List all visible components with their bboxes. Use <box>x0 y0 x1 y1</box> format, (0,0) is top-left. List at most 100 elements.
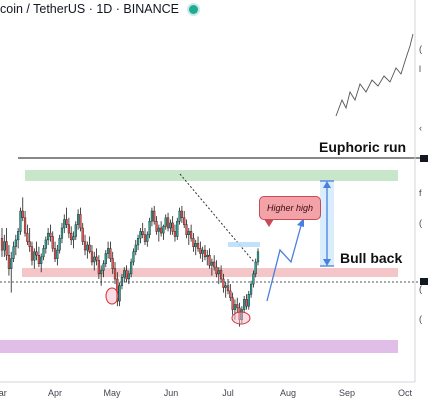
candle-body <box>44 239 47 249</box>
candle-body <box>180 210 183 219</box>
candle-body <box>183 217 186 225</box>
candle-body <box>33 251 36 261</box>
resistance-zone <box>25 170 398 181</box>
x-tick-label: Apr <box>48 388 62 398</box>
candle-body <box>21 210 24 219</box>
highlight-box <box>228 242 260 247</box>
x-tick-label: Jun <box>164 388 179 398</box>
candle-body <box>201 249 204 254</box>
candle-body <box>72 236 75 241</box>
candle-body <box>215 266 218 275</box>
candle-body <box>173 231 177 237</box>
candle-body <box>199 248 202 254</box>
candle-body <box>224 285 227 288</box>
candle-body <box>217 270 220 275</box>
candle-body <box>10 258 13 270</box>
candle-body <box>106 248 110 254</box>
price-marker-top <box>420 155 428 162</box>
candle-body <box>153 210 156 222</box>
candle-body <box>141 231 144 235</box>
candle-body <box>12 246 15 259</box>
price-marker-current <box>420 278 428 285</box>
candle-body <box>109 248 112 259</box>
candle-body <box>143 234 147 242</box>
candle-body <box>86 244 89 251</box>
candle-body <box>130 261 133 275</box>
candle-body <box>7 254 11 269</box>
candle-body <box>247 294 250 307</box>
candle-body <box>164 217 167 227</box>
candle-body <box>249 283 253 295</box>
x-tick-label: Mar <box>0 388 7 398</box>
candle-body <box>254 261 257 275</box>
candle-body <box>74 224 77 237</box>
candle-body <box>252 273 255 285</box>
candle-body <box>157 227 160 232</box>
candle-body <box>243 299 246 310</box>
candle-body <box>58 237 61 251</box>
candle-body <box>67 224 70 234</box>
candle-body <box>190 231 193 239</box>
measured-move-arrowhead-down <box>323 259 331 266</box>
candle-body <box>35 251 38 256</box>
low-circle-jul <box>231 311 251 325</box>
candle-body <box>81 227 84 242</box>
candle-body <box>203 249 207 258</box>
candle-body <box>226 285 230 292</box>
candle-body <box>185 224 188 236</box>
candle-body <box>178 210 181 222</box>
candle-body <box>83 241 87 251</box>
candle-body <box>187 231 190 235</box>
x-tick-label: Jul <box>222 388 234 398</box>
candle-body <box>194 243 197 247</box>
candle-body <box>104 253 107 264</box>
measured-move-arrowhead-up <box>323 181 331 188</box>
candle-body <box>245 299 248 307</box>
candle-body <box>169 222 172 229</box>
symbol-title[interactable]: coin / TetherUS · 1D · BINANCE <box>0 2 179 16</box>
candle-body <box>51 236 54 249</box>
candle-body <box>30 246 34 261</box>
candle-body <box>111 258 114 270</box>
candle-body <box>23 217 27 234</box>
candle-body <box>47 232 50 241</box>
candle-body <box>136 237 140 246</box>
candle-body <box>113 268 117 280</box>
candle-body <box>53 248 57 259</box>
candle-body <box>219 270 223 280</box>
candle-body <box>139 231 142 239</box>
candle-body <box>123 270 126 278</box>
candle-body <box>26 232 29 242</box>
candle-body <box>0 237 4 251</box>
annotation-euphoric-run: Euphoric run <box>319 139 407 155</box>
x-axis-ticks: Mar Apr May Jun Jul Aug Sep Oct <box>0 388 412 398</box>
projection-arrowhead <box>297 218 304 227</box>
annotation-bull-back: Bull back <box>340 250 403 266</box>
candle-body <box>79 214 82 229</box>
candle-body <box>40 256 43 264</box>
candle-body <box>213 261 216 268</box>
euphoric-curve <box>335 33 414 117</box>
price-axis-label: l <box>419 64 421 74</box>
candle-body <box>56 249 59 259</box>
price-axis-label: ( <box>419 284 422 294</box>
candle-body <box>28 241 31 247</box>
candle-body <box>256 251 260 263</box>
candle-body <box>210 261 213 266</box>
candle-body <box>231 297 234 310</box>
candle-body <box>97 260 100 275</box>
x-tick-label: Aug <box>280 388 296 398</box>
live-status-icon <box>189 4 198 14</box>
candle-body <box>5 241 8 256</box>
candle-body <box>236 304 239 309</box>
price-axis-label: ( <box>419 314 422 324</box>
candle-body <box>120 277 124 286</box>
candle-body <box>60 227 64 239</box>
low-circle-may <box>105 287 119 305</box>
candle-body <box>222 278 225 288</box>
candle-body <box>65 219 68 225</box>
candles <box>0 197 260 327</box>
candle-body <box>3 241 6 251</box>
candle-body <box>155 220 158 232</box>
